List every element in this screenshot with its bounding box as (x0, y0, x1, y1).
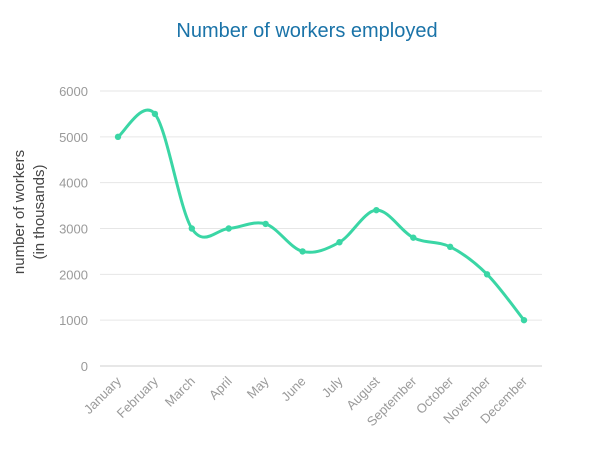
chart-title: Number of workers employed (176, 20, 437, 42)
y-tick-label: 0 (81, 359, 88, 374)
x-tick-label: March (162, 374, 198, 410)
y-tick-label: 4000 (59, 176, 88, 191)
x-tick-label: April (206, 373, 235, 402)
data-point (151, 110, 159, 118)
x-tick-label: February (114, 373, 162, 421)
y-tick-label: 2000 (59, 267, 88, 282)
y-axis-title-line-2: (in thousands) (31, 164, 48, 259)
y-tick-label: 6000 (59, 84, 88, 99)
data-point (410, 234, 417, 241)
data-point (336, 239, 343, 246)
data-point (262, 220, 269, 228)
data-point (483, 271, 491, 278)
y-tick-label: 1000 (59, 313, 88, 328)
y-axis-ticks: 0 1000 2000 3000 4000 5000 6000 (59, 84, 88, 374)
x-tick-label: June (278, 374, 309, 405)
gridlines (100, 90, 542, 367)
data-point (225, 225, 232, 232)
y-axis-title-line-1: number of workers (11, 150, 28, 274)
series-line (116, 108, 526, 322)
x-tick-label: May (244, 373, 272, 401)
data-point (446, 243, 454, 251)
data-point (188, 225, 196, 232)
data-point (114, 133, 122, 141)
y-tick-label: 3000 (59, 222, 88, 237)
y-tick-label: 5000 (59, 130, 88, 145)
y-axis-title: number of workers (in thousands) (11, 150, 48, 274)
x-tick-label: July (319, 373, 346, 400)
data-point (520, 316, 528, 324)
data-point (373, 206, 380, 214)
series-workers (114, 108, 528, 324)
data-point (299, 248, 306, 255)
